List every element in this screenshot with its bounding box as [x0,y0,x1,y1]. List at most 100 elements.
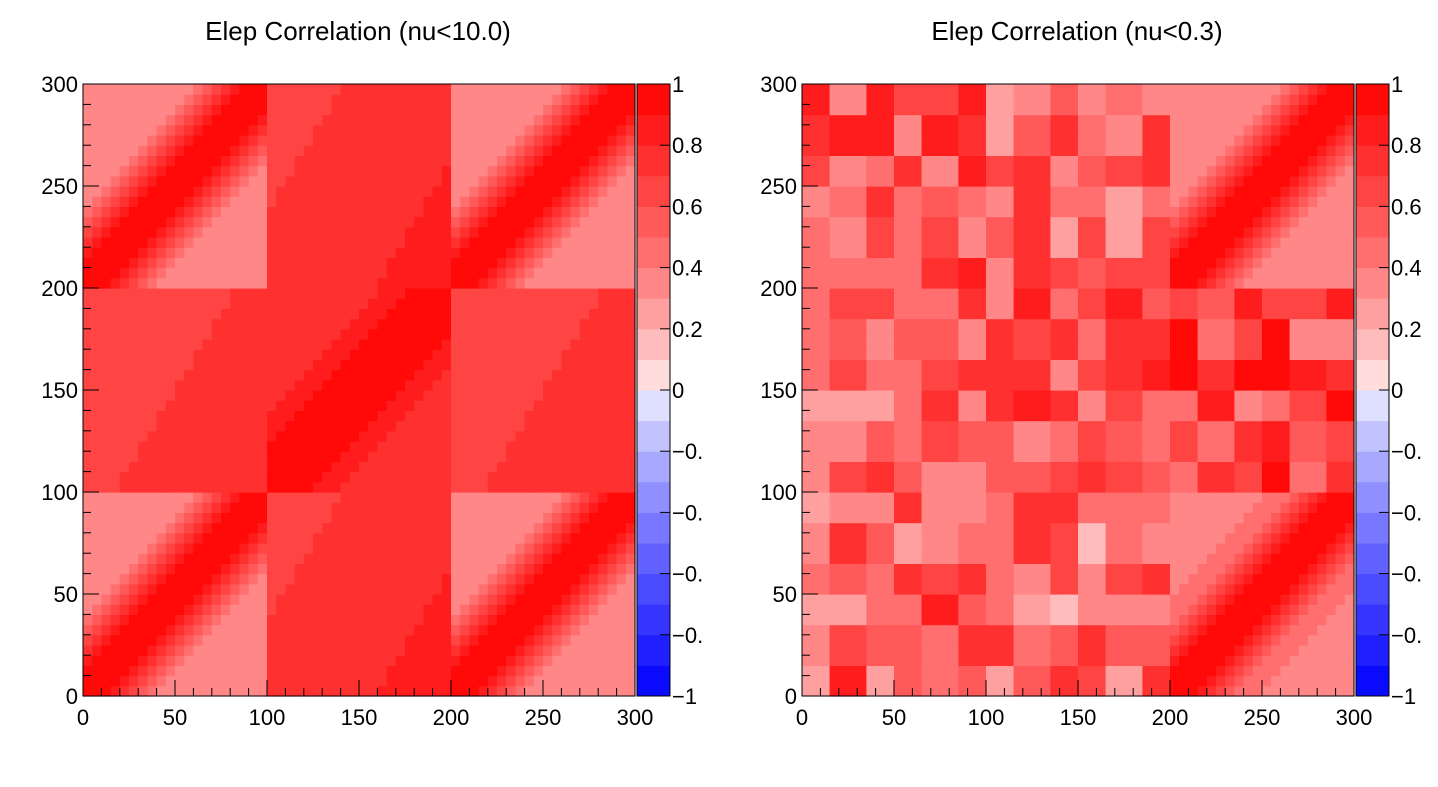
heatmap-cell [203,298,213,309]
heatmap-cell [497,492,507,503]
heatmap-cell [295,512,305,523]
heatmap-cell [1041,543,1051,554]
heatmap-cell [617,268,627,279]
heatmap-cell [552,461,562,472]
heatmap-cell [285,349,295,360]
heatmap-cell [1142,594,1152,605]
heatmap-cell [442,308,452,319]
heatmap-cell [922,604,932,615]
heatmap-cell [331,186,341,197]
heatmap-cell [442,380,452,391]
heatmap-cell [525,676,535,687]
heatmap-cell [515,115,525,126]
heatmap-cell [166,329,176,340]
heatmap-cell [607,492,617,503]
heatmap-cell [92,400,102,411]
heatmap-cell [552,645,562,656]
heatmap-cell [561,543,571,554]
heatmap-cell [912,665,922,676]
heatmap-cell [1050,543,1060,554]
heatmap-cell [1087,512,1097,523]
heatmap-cell [405,206,415,217]
heatmap-cell [617,288,627,299]
heatmap-cell [1096,604,1106,615]
heatmap-cell [571,370,581,381]
heatmap-cell [820,421,830,432]
heatmap-cell [802,645,812,656]
heatmap-cell [543,533,553,544]
heatmap-cell [359,339,369,350]
heatmap-cell [1290,563,1300,574]
heatmap-cell [525,370,535,381]
heatmap-cell [460,543,470,554]
heatmap-cell [92,665,102,676]
heatmap-cell [525,472,535,483]
heatmap-cell [101,135,111,146]
heatmap-cell [331,472,341,483]
heatmap-cell [903,604,913,615]
heatmap-cell [479,604,489,615]
heatmap-cell [387,115,397,126]
heatmap-cell [193,584,203,595]
heatmap-cell [350,288,360,299]
heatmap-cell [525,380,535,391]
heatmap-cell [1290,635,1300,646]
heatmap-cell [442,441,452,452]
heatmap-cell [175,625,185,636]
heatmap-cell [876,625,886,636]
heatmap-cell [350,645,360,656]
heatmap-cell [986,553,996,564]
heatmap-cell [147,410,157,421]
heatmap-cell [276,115,286,126]
heatmap-cell [433,676,443,687]
heatmap-cell [175,370,185,381]
heatmap-cell [451,329,461,340]
heatmap-cell [839,492,849,503]
heatmap-cell [203,319,213,330]
heatmap-cell [322,247,332,258]
heatmap-cell [607,676,617,687]
heatmap-cell [322,686,332,697]
heatmap-cell [607,135,617,146]
heatmap-cell [414,645,424,656]
heatmap-cell [147,655,157,666]
heatmap-cell [166,217,176,228]
heatmap-cell [589,319,599,330]
heatmap-cell [83,584,93,595]
heatmap-cell [101,176,111,187]
heatmap-cell [111,84,121,95]
heatmap-cell [949,655,959,666]
heatmap-cell [433,635,443,646]
heatmap-cell [377,584,387,595]
heatmap-cell [423,502,433,513]
heatmap-cell [120,186,130,197]
heatmap-cell [626,461,636,472]
heatmap-cell [469,319,479,330]
heatmap-cell [377,288,387,299]
heatmap-cell [894,502,904,513]
heatmap-cell [433,257,443,268]
heatmap-cell [304,502,314,513]
heatmap-cell [267,410,277,421]
heatmap-cell [949,533,959,544]
heatmap-cell [580,278,590,289]
heatmap-cell [607,635,617,646]
heatmap-cell [839,625,849,636]
heatmap-cell [276,563,286,574]
heatmap-cell [626,502,636,513]
heatmap-cell [276,665,286,676]
heatmap-cell [811,410,821,421]
heatmap-cell [276,339,286,350]
heatmap-cell [157,584,167,595]
heatmap-cell [203,461,213,472]
heatmap-cell [331,227,341,238]
heatmap-cell [304,115,314,126]
heatmap-cell [1299,523,1309,534]
heatmap-cell [359,461,369,472]
heatmap-cell [1069,543,1079,554]
heatmap-cell [101,563,111,574]
heatmap-cell [968,594,978,605]
heatmap-cell [820,625,830,636]
heatmap-cell [423,319,433,330]
heatmap-cell [304,84,314,95]
